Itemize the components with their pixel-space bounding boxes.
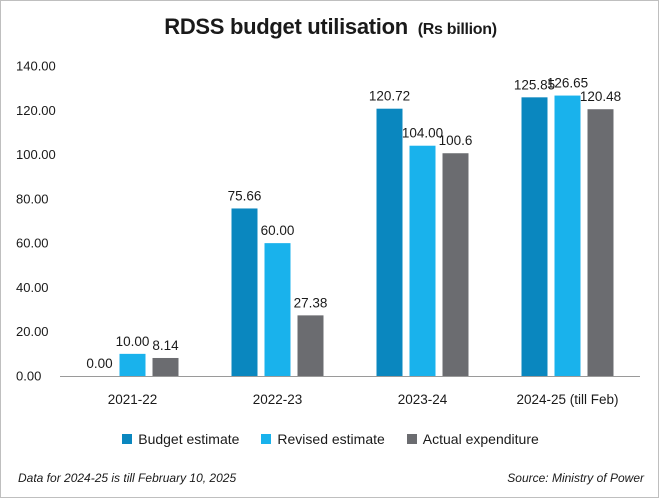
bar (119, 353, 146, 376)
y-tick-label: 100.00 (16, 147, 56, 162)
data-label: 120.48 (580, 89, 621, 104)
bar (231, 208, 258, 376)
legend-swatch-revised-estimate (261, 434, 272, 444)
x-tick-label: 2024-25 (till Feb) (516, 392, 618, 407)
source-note: Source: Ministry of Power (507, 471, 644, 485)
chart-unit: (Rs billion) (417, 21, 497, 38)
legend: Budget estimate Revised estimate Actual … (0, 431, 661, 447)
chart-title-text: RDSS budget utilisation (164, 14, 408, 39)
data-label: 60.00 (261, 223, 295, 238)
x-tick-label: 2023-24 (398, 392, 448, 407)
bar (409, 145, 436, 376)
y-tick-label: 40.00 (16, 280, 49, 295)
data-label: 100.6 (439, 133, 473, 148)
chart-title: RDSS budget utilisation (Rs billion) (0, 14, 661, 40)
legend-item-actual-expenditure: Actual expenditure (406, 431, 539, 447)
x-tick-label: 2022-23 (253, 392, 303, 407)
y-tick-label: 20.00 (16, 324, 49, 339)
data-label: 10.00 (116, 334, 150, 349)
data-label: 0.00 (86, 356, 112, 371)
bar (264, 243, 291, 376)
legend-label-actual-expenditure: Actual expenditure (422, 431, 539, 447)
legend-label-budget-estimate: Budget estimate (138, 431, 240, 447)
bar (521, 97, 548, 376)
y-tick-label: 80.00 (16, 191, 49, 206)
legend-label-revised-estimate: Revised estimate (277, 431, 385, 447)
bar (554, 95, 581, 376)
data-label: 8.14 (152, 338, 179, 353)
bar (442, 153, 469, 376)
y-tick-label: 120.00 (16, 103, 56, 118)
y-tick-label: 0.00 (16, 369, 41, 384)
x-tick-label: 2021-22 (108, 392, 158, 407)
data-label: 75.66 (228, 188, 262, 203)
footnote: Data for 2024-25 is till February 10, 20… (18, 471, 237, 485)
bar (376, 108, 403, 376)
data-label: 104.00 (402, 126, 443, 141)
data-label: 27.38 (294, 295, 328, 310)
legend-swatch-budget-estimate (122, 434, 133, 444)
data-label: 125.85 (514, 77, 555, 92)
data-label: 126.65 (547, 76, 588, 91)
legend-item-budget-estimate: Budget estimate (122, 431, 239, 447)
bar (297, 315, 324, 376)
bar (587, 109, 614, 377)
legend-item-revised-estimate: Revised estimate (261, 431, 385, 447)
y-tick-label: 140.00 (16, 59, 56, 74)
y-tick-label: 60.00 (16, 236, 49, 251)
legend-swatch-actual-expenditure (406, 434, 417, 444)
data-label: 120.72 (369, 89, 410, 104)
bar (152, 357, 179, 376)
